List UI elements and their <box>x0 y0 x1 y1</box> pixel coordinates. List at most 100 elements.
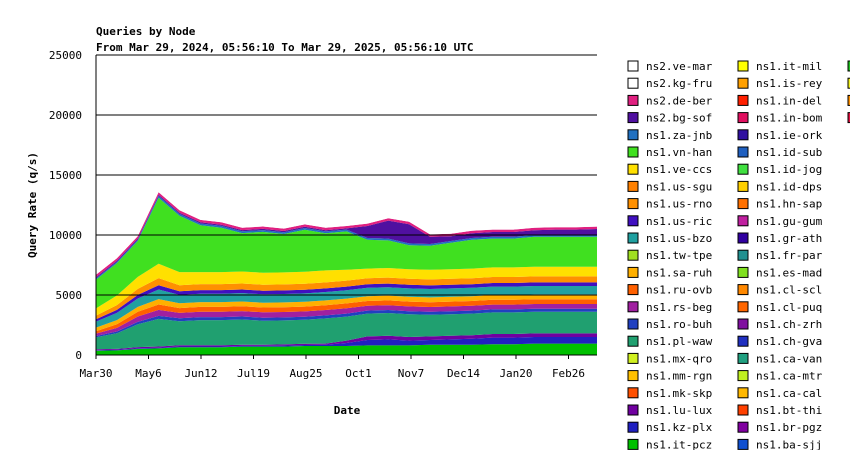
legend-swatch-cut <box>847 77 850 89</box>
y-tick-label: 5000 <box>56 289 83 302</box>
legend-label-ns1.cl-puq: ns1.cl-puq <box>756 301 822 314</box>
legend-label-ns1.ca-mtr: ns1.ca-mtr <box>756 370 823 383</box>
legend-swatch-ns1.ca-mtr <box>737 370 749 382</box>
legend-swatch-ns1.id-sub <box>737 146 749 158</box>
y-tick-label: 25000 <box>49 49 82 62</box>
legend-label-ns1.ch-zrh: ns1.ch-zrh <box>756 318 822 331</box>
series-area-ns1.lu-lux <box>96 333 597 351</box>
x-tick-label: Aug25 <box>289 367 322 380</box>
x-tick-label: Feb26 <box>552 367 585 380</box>
x-axis-label: Date <box>334 404 361 417</box>
legend-swatch-ns1.mm-rgn <box>627 370 639 382</box>
legend-label-ns1.bt-thi: ns1.bt-thi <box>756 404 822 417</box>
plot-area <box>95 54 597 356</box>
legend-swatch-ns1.mk-skp <box>627 387 639 399</box>
legend-label-ns1.ba-sjj: ns1.ba-sjj <box>756 438 822 450</box>
legend-swatch-ns1.us-rno <box>627 198 639 210</box>
legend-swatch-ns1.ie-ork <box>737 129 749 141</box>
legend-label-ns1.gr-ath: ns1.gr-ath <box>756 232 822 245</box>
legend-swatch-ns1.ch-gva <box>737 335 749 347</box>
legend-label-ns1.ca-cal: ns1.ca-cal <box>756 387 822 400</box>
legend-label-ns1.id-jog: ns1.id-jog <box>756 163 822 176</box>
legend-swatch-ns1.mx-qro <box>627 352 639 364</box>
legend-swatch-ns1.in-bom <box>737 112 749 124</box>
legend-swatch-ns1.pl-waw <box>627 335 639 347</box>
legend-label-ns1.id-dps: ns1.id-dps <box>756 180 822 193</box>
legend-label-ns1.es-mad: ns1.es-mad <box>756 266 822 279</box>
legend-label-ns1.ru-ovb: ns1.ru-ovb <box>646 284 712 297</box>
legend-label-ns1.in-bom: ns1.in-bom <box>756 112 823 125</box>
legend-swatch-ns2.de-ber <box>627 94 639 106</box>
legend-label-ns1.rs-beg: ns1.rs-beg <box>646 301 712 314</box>
legend-label-ns2.de-ber: ns2.de-ber <box>646 94 713 107</box>
y-ticks: 0 5000 10000 15000 20000 25000 <box>49 49 82 362</box>
x-tick-label: Mar30 <box>79 367 112 380</box>
legend-swatch-ns2.ve-mar <box>627 60 639 72</box>
legend-label-ns1.mx-qro: ns1.mx-qro <box>646 352 712 365</box>
legend-swatch-ns1.gu-gum <box>737 215 749 227</box>
legend-label-ns1.ie-ork: ns1.ie-ork <box>756 129 823 142</box>
series-area-ns1.us-ric <box>96 282 597 322</box>
legend-swatch-ns1.us-sgu <box>627 180 639 192</box>
y-tick-label: 10000 <box>49 229 82 242</box>
legend-swatch-ns1.us-ric <box>627 215 639 227</box>
legend-swatch-ns1.ru-ovb <box>627 284 639 296</box>
y-tick-label: 15000 <box>49 169 82 182</box>
y-tick-label: 0 <box>75 349 82 362</box>
legend-swatch-ns2.bg-sof <box>627 112 639 124</box>
legend-swatch-ns1.ro-buh <box>627 318 639 330</box>
legend-swatch-ns1.gr-ath <box>737 232 749 244</box>
legend-swatch-ns1.ve-ccs <box>627 163 639 175</box>
legend-label-ns1.pl-waw: ns1.pl-waw <box>646 335 713 348</box>
legend-swatch-cut <box>847 60 850 72</box>
legend-label-ns1.us-bzo: ns1.us-bzo <box>646 232 712 245</box>
series-area-ns1.ro-buh <box>96 308 597 338</box>
legend-label-ns1.ch-gva: ns1.ch-gva <box>756 335 822 348</box>
legend-swatch-cut <box>847 112 850 124</box>
legend-swatch-ns1.bt-thi <box>737 404 749 416</box>
legend-swatch-ns1.kz-plx <box>627 421 639 433</box>
series-area-ns1.us-bzo <box>96 286 597 328</box>
series-areas <box>96 191 597 355</box>
series-area-ns1.za-jnb <box>96 195 597 280</box>
chart-title: Queries by Node <box>96 25 196 38</box>
series-area-ns1.kz-plx <box>96 337 597 351</box>
legend: ns2.ve-mar ns2.kg-fru ns2.de-ber ns2.bg-sof… <box>627 60 850 450</box>
legend-swatch-ns1.vn-han <box>627 146 639 158</box>
legend-label-ns1.vn-han: ns1.vn-han <box>646 146 712 159</box>
legend-swatch-ns1.it-mil <box>737 60 749 72</box>
legend-swatch-ns1.za-jnb <box>627 129 639 141</box>
legend-label-ns1.kz-plx: ns1.kz-plx <box>646 421 713 434</box>
legend-label-ns1.lu-lux: ns1.lu-lux <box>646 404 713 417</box>
legend-swatch-ns1.fr-par <box>737 249 749 261</box>
x-tick-label: Jan20 <box>499 367 532 380</box>
legend-label-ns1.hn-sap: ns1.hn-sap <box>756 198 822 211</box>
legend-swatch-ns1.is-rey <box>737 77 749 89</box>
x-tick-label: Dec14 <box>447 367 480 380</box>
legend-label-ns1.za-jnb: ns1.za-jnb <box>646 129 712 142</box>
legend-swatch-cut <box>847 94 850 106</box>
series-area-ns1.vn-han <box>96 197 597 309</box>
legend-label-ns1.fr-par: ns1.fr-par <box>756 249 823 262</box>
x-tick-label: Jun12 <box>184 367 217 380</box>
series-area-ns1.pl-waw <box>96 311 597 350</box>
legend-label-ns1.ro-buh: ns1.ro-buh <box>646 318 712 331</box>
x-tick-label: Oct1 <box>345 367 372 380</box>
chart-subtitle: From Mar 29, 2024, 05:56:10 To Mar 29, 2… <box>96 41 474 54</box>
legend-label-ns1.us-rno: ns1.us-rno <box>646 198 712 211</box>
legend-label-ns1.gu-gum: ns1.gu-gum <box>756 215 823 228</box>
legend-swatch-ns1.br-pgz <box>737 421 749 433</box>
legend-swatch-ns2.kg-fru <box>627 77 639 89</box>
x-tick-label: Nov7 <box>398 367 425 380</box>
legend-swatch-ns1.tw-tpe <box>627 249 639 261</box>
x-ticks: Mar30 May6 Jun12 Jul19 Aug25 Oct1 Nov7 Dec14 Jan… <box>79 355 585 380</box>
legend-label-ns1.tw-tpe: ns1.tw-tpe <box>646 249 712 262</box>
legend-label-ns1.mm-rgn: ns1.mm-rgn <box>646 370 712 383</box>
legend-label-ns1.ve-ccs: ns1.ve-ccs <box>646 163 712 176</box>
legend-swatch-ns1.id-dps <box>737 180 749 192</box>
legend-swatch-ns1.rs-beg <box>627 301 639 313</box>
legend-swatch-ns1.cl-scl <box>737 284 749 296</box>
legend-label-ns1.mk-skp: ns1.mk-skp <box>646 387 712 400</box>
legend-swatch-ns1.sa-ruh <box>627 266 639 278</box>
